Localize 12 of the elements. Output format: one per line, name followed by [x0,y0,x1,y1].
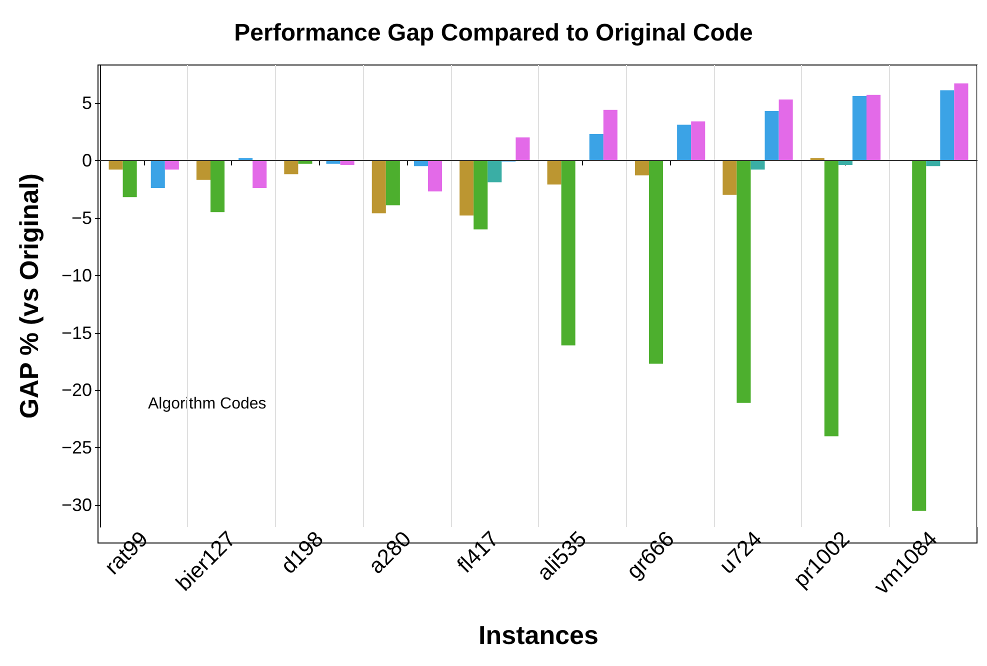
y-tick-label: 5 [82,92,92,113]
x-axis-title: Instances [478,620,598,650]
y-tick-label: −20 [61,380,92,400]
legend-title: Algorithm Codes [148,396,266,412]
chart-title: Performance Gap Compared to Original Code [234,20,753,46]
y-tick-label: −10 [61,265,92,286]
y-tick-label: −15 [61,322,92,343]
y-tick-label: −5 [71,208,92,228]
y-tick-label: −30 [61,495,92,516]
y-axis-title: GAP % (vs Original) [14,173,44,419]
y-tick-label: 0 [82,150,92,170]
y-tick-label: −25 [61,438,92,458]
